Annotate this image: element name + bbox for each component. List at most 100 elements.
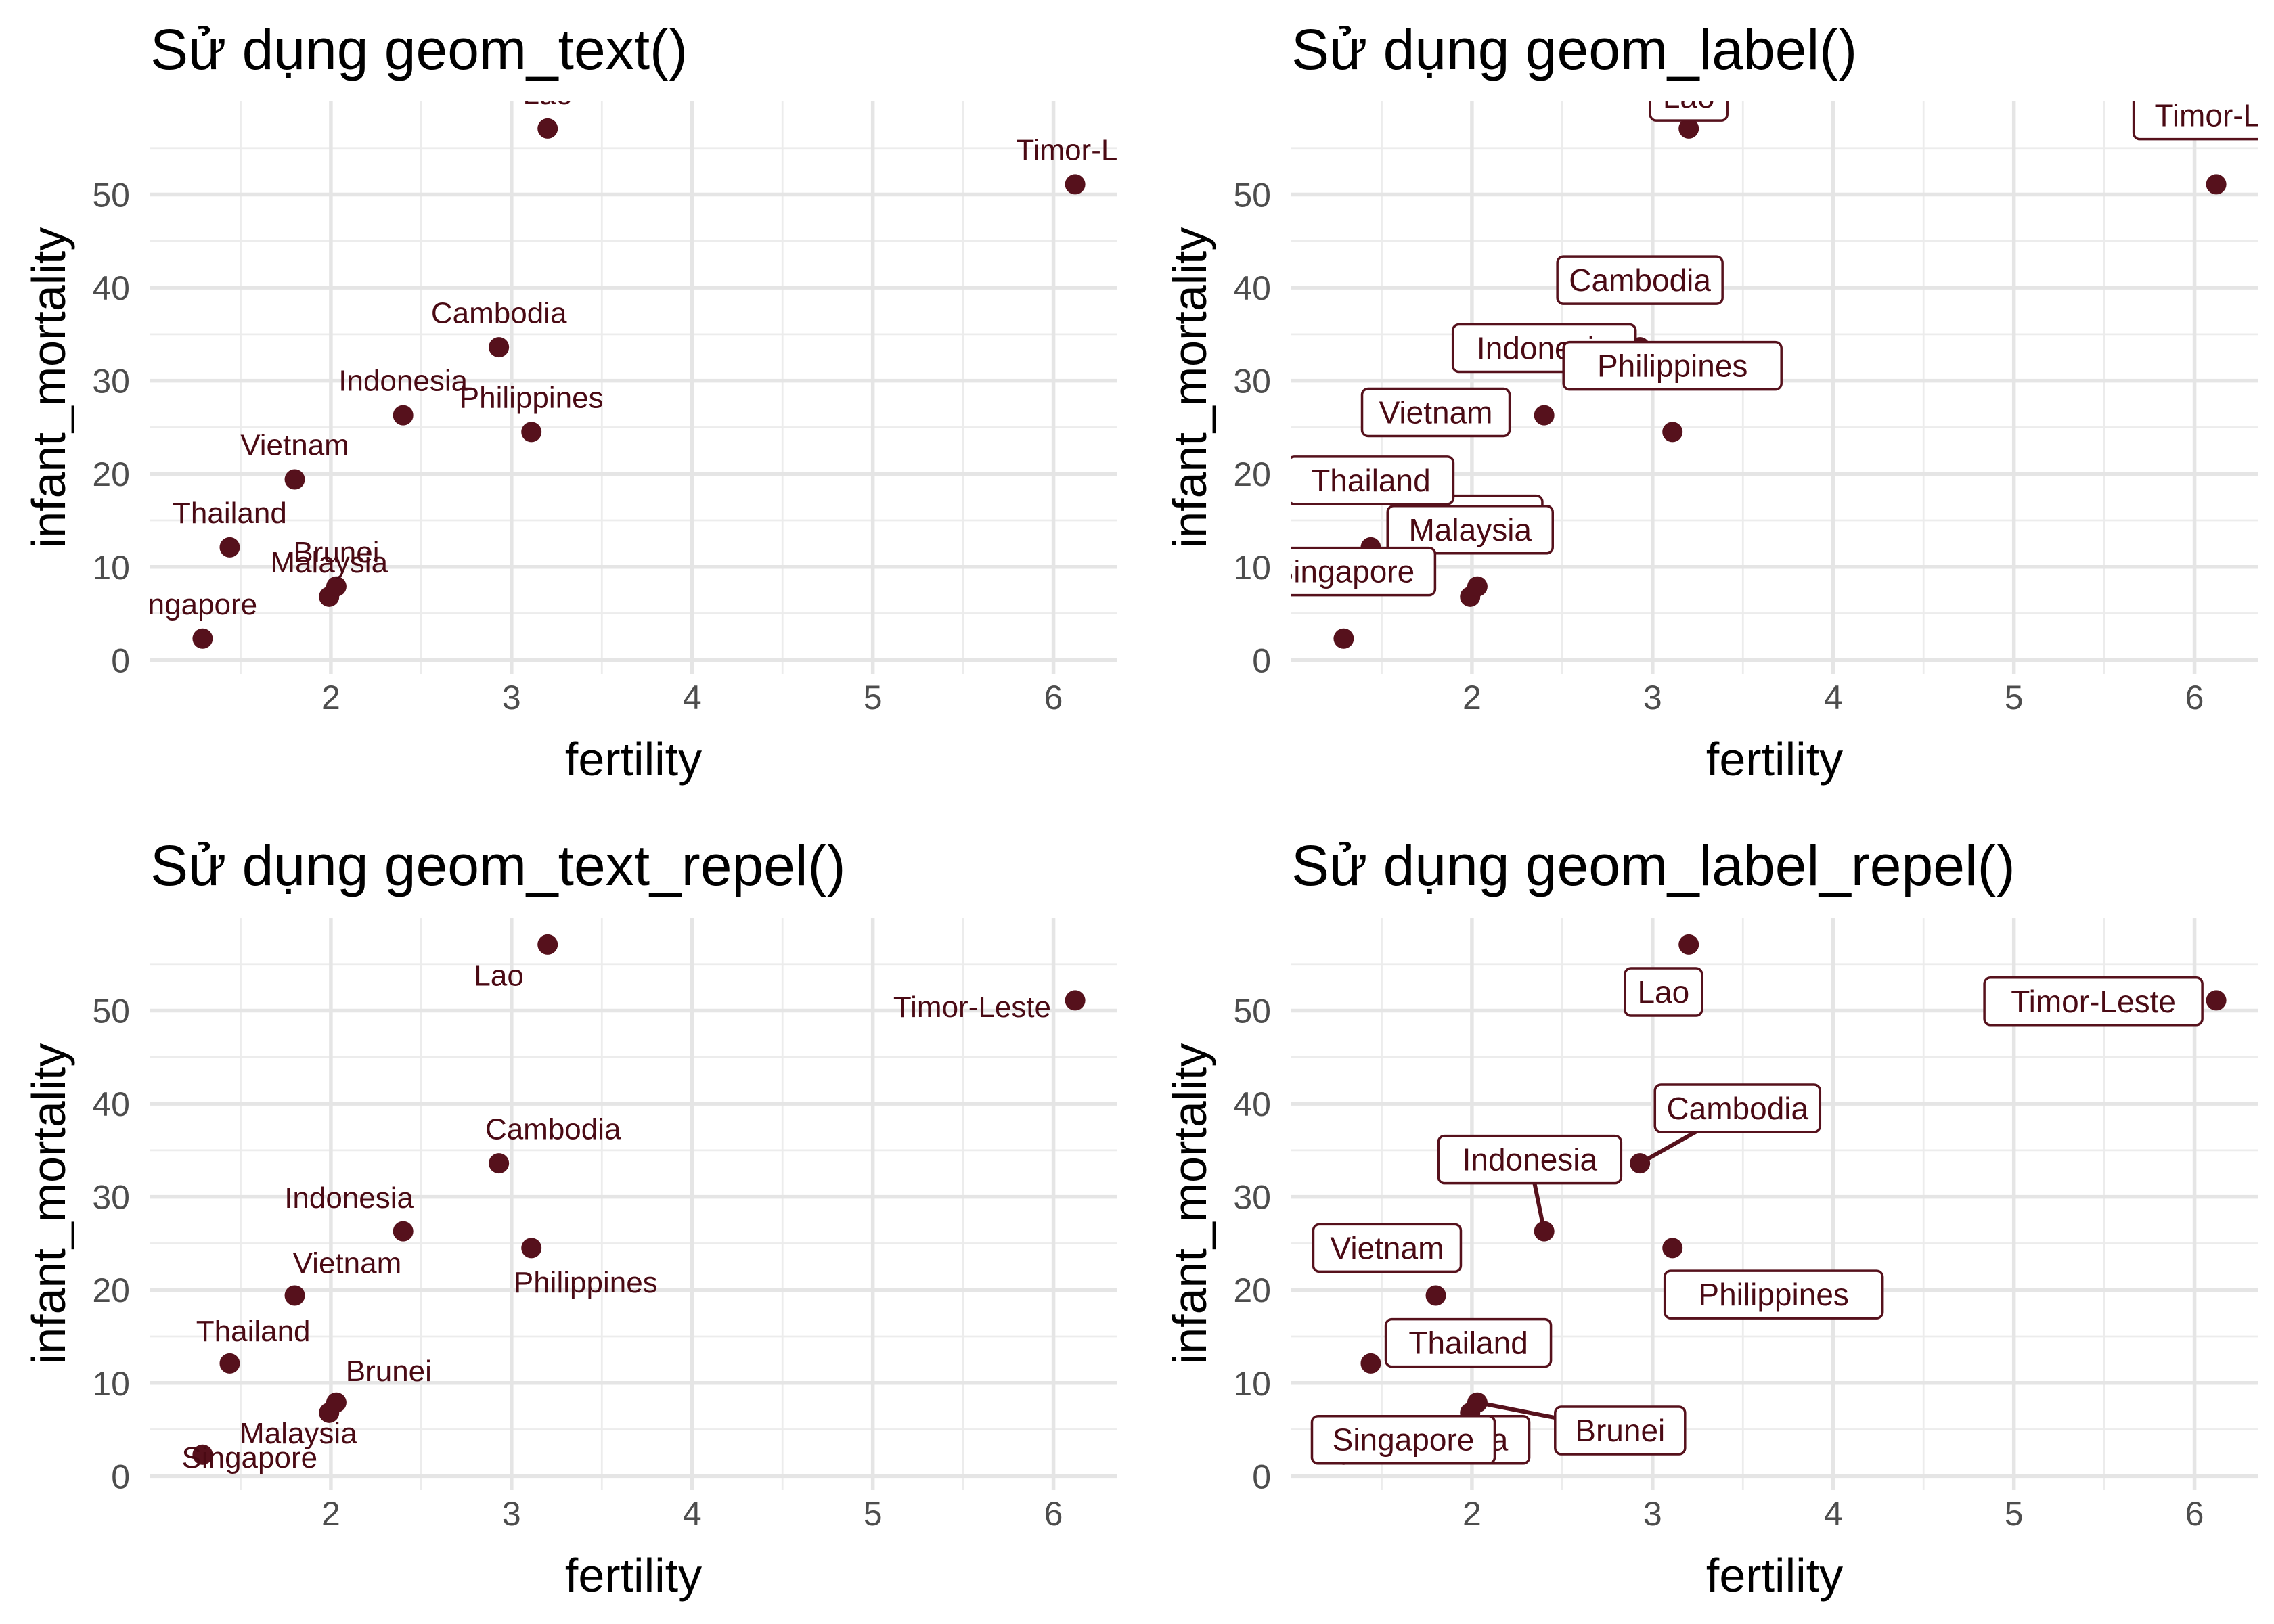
grid	[150, 102, 1117, 674]
point-label: Philippines	[1597, 348, 1747, 384]
x-axis-title: fertility	[1706, 733, 1843, 786]
data-point	[192, 628, 213, 649]
point-label: Indonesia	[338, 365, 468, 398]
label-box	[1653, 1083, 1822, 1133]
y-tick-label: 0	[111, 1458, 130, 1495]
data-point	[219, 1353, 240, 1374]
data-point	[393, 1221, 414, 1242]
data-point	[326, 1392, 347, 1413]
point-label: Vietnam	[1331, 1230, 1444, 1265]
label-box	[1562, 340, 1783, 391]
data-point	[537, 934, 558, 955]
x-tick-label: 2	[1463, 1495, 1481, 1533]
point-label: Lao	[1637, 974, 1689, 1010]
y-axis-title: infant_mortality	[22, 1043, 75, 1365]
panel-title: Sử dụng geom_text_repel()	[150, 834, 845, 897]
label-box	[1983, 976, 2204, 1027]
x-tick-label: 4	[683, 1495, 702, 1533]
y-tick-label: 50	[92, 177, 130, 215]
chart-panel-1: 2 3 4 5 6 0 10 20 30 40 50 fertility infant_mortalit…	[22, 18, 1134, 786]
y-tick-label: 40	[92, 1085, 130, 1123]
label-box	[1310, 1414, 1496, 1465]
data-point	[393, 405, 414, 426]
point-label: Indonesia	[1463, 1142, 1598, 1177]
point-label: Cambodia	[431, 296, 567, 330]
point-label: Vietnam	[293, 1246, 402, 1280]
point-label: Singapore	[181, 1441, 317, 1474]
point-label: Brunei	[1575, 1413, 1665, 1448]
data-point	[1662, 1238, 1683, 1259]
point-label: Singapore	[1333, 1422, 1475, 1458]
point-label: Philippines	[460, 381, 604, 414]
label-box	[1624, 967, 1703, 1017]
point-label: Thailand	[1311, 463, 1430, 498]
label-box	[1554, 1405, 1687, 1456]
point-label: Timor-Leste	[893, 991, 1051, 1024]
y-tick-label: 0	[111, 641, 130, 679]
point-label: Cambodia	[1569, 263, 1711, 298]
data-point	[284, 469, 305, 490]
data-point	[1467, 1392, 1488, 1413]
point-label: Malaysia	[1408, 512, 1532, 547]
x-tick-label: 5	[864, 1495, 883, 1533]
point-label: ngapore	[148, 588, 257, 621]
data-point	[521, 1238, 542, 1259]
y-tick-label: 20	[1233, 455, 1271, 493]
data-point	[1534, 1221, 1555, 1242]
labels: Lao Timor-Leste Cambodia Indonesia Vietnam Ph…	[1310, 967, 2204, 1465]
point-label: Timor-Le	[2154, 98, 2274, 133]
data-point	[284, 1285, 305, 1306]
y-tick-label: 50	[1233, 177, 1271, 215]
data-point	[326, 576, 347, 597]
label-box	[1556, 255, 1724, 305]
y-tick-label: 50	[92, 993, 130, 1031]
x-tick-label: 4	[1824, 679, 1843, 717]
point-label: Timor-Le	[1016, 134, 1134, 167]
y-tick-label: 30	[92, 363, 130, 401]
data-point	[2206, 174, 2227, 195]
x-axis-title: fertility	[1706, 1549, 1843, 1602]
data-point	[1678, 118, 1699, 139]
x-tick-label: 6	[1044, 1495, 1063, 1533]
label-box	[1360, 387, 1511, 438]
x-tick-label: 6	[2185, 679, 2204, 717]
x-axis-title: fertility	[565, 1549, 702, 1602]
y-tick-label: 10	[92, 1365, 130, 1403]
label-box	[2132, 102, 2258, 141]
x-tick-label: 6	[2185, 1495, 2204, 1533]
y-tick-label: 10	[1233, 549, 1271, 587]
label-box	[1291, 455, 1455, 505]
data-point	[1534, 405, 1555, 426]
point-label: Cambodia	[485, 1112, 621, 1146]
y-tick-label: 0	[1252, 641, 1271, 679]
data-point	[1467, 576, 1488, 597]
point-label: Lao	[1663, 79, 1715, 114]
y-tick-label: 20	[92, 1271, 130, 1309]
points	[192, 934, 1086, 1465]
label-box	[1384, 1317, 1553, 1368]
data-point	[219, 537, 240, 558]
label-box	[1386, 505, 1554, 555]
y-tick-label: 30	[1233, 363, 1271, 401]
x-tick-label: 6	[1044, 679, 1063, 717]
y-tick-label: 40	[1233, 269, 1271, 307]
x-tick-label: 5	[2005, 1495, 2024, 1533]
y-axis-title: infant_mortality	[1163, 1043, 1216, 1365]
point-label: Singapore	[1273, 554, 1415, 589]
point-label: Timor-Leste	[2011, 984, 2176, 1019]
y-tick-label: 0	[1252, 1458, 1271, 1495]
x-tick-label: 2	[321, 1495, 340, 1533]
chart-panel-2: 2 3 4 5 6 0 10 20 30 40 50 fertility infant_mortalit…	[1163, 18, 2274, 786]
labels: Lao Timor-Leste Cambodia Indonesia Philippin…	[181, 959, 1051, 1474]
data-point	[521, 422, 542, 443]
data-point	[489, 337, 510, 358]
panel-title: Sử dụng geom_text()	[150, 18, 688, 81]
point-label: Brunei	[293, 536, 379, 569]
x-tick-label: 3	[1643, 1495, 1662, 1533]
point-label: Malaysia	[270, 546, 388, 579]
point-label: Philippines	[514, 1266, 658, 1299]
x-tick-label: 4	[1824, 1495, 1843, 1533]
data-point	[1333, 628, 1354, 649]
panel-title: Sử dụng geom_label_repel()	[1291, 834, 2015, 897]
